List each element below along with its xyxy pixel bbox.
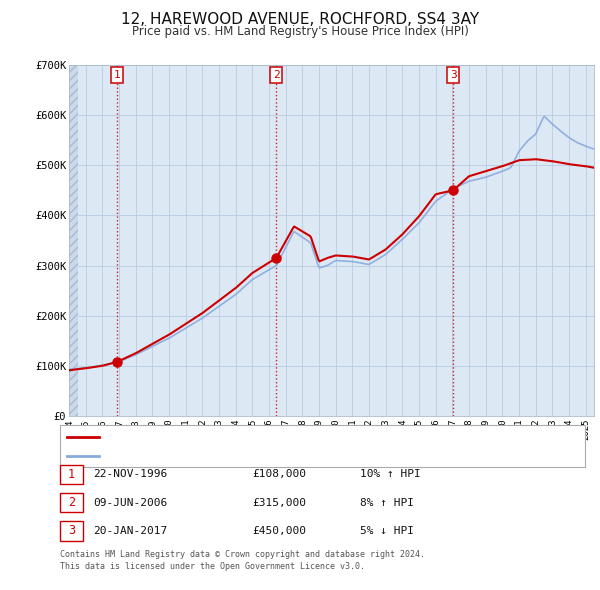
Text: 20-JAN-2017: 20-JAN-2017 bbox=[93, 526, 167, 536]
Text: Price paid vs. HM Land Registry's House Price Index (HPI): Price paid vs. HM Land Registry's House … bbox=[131, 25, 469, 38]
Text: 12, HAREWOOD AVENUE, ROCHFORD, SS4 3AY: 12, HAREWOOD AVENUE, ROCHFORD, SS4 3AY bbox=[121, 12, 479, 27]
Text: 1: 1 bbox=[68, 468, 75, 481]
Text: 12, HAREWOOD AVENUE, ROCHFORD, SS4 3AY (detached house): 12, HAREWOOD AVENUE, ROCHFORD, SS4 3AY (… bbox=[105, 432, 428, 442]
Text: 10% ↑ HPI: 10% ↑ HPI bbox=[360, 470, 421, 479]
Text: 09-JUN-2006: 09-JUN-2006 bbox=[93, 498, 167, 507]
Text: 2: 2 bbox=[68, 496, 75, 509]
Bar bbox=[69, 65, 78, 416]
Text: £108,000: £108,000 bbox=[252, 470, 306, 479]
Text: This data is licensed under the Open Government Licence v3.0.: This data is licensed under the Open Gov… bbox=[60, 562, 365, 571]
Text: £315,000: £315,000 bbox=[252, 498, 306, 507]
Text: 22-NOV-1996: 22-NOV-1996 bbox=[93, 470, 167, 479]
Text: 3: 3 bbox=[450, 70, 457, 80]
Text: 1: 1 bbox=[114, 70, 121, 80]
Text: £450,000: £450,000 bbox=[252, 526, 306, 536]
Text: 2: 2 bbox=[273, 70, 280, 80]
Text: HPI: Average price, detached house, Rochford: HPI: Average price, detached house, Roch… bbox=[105, 451, 364, 461]
Text: 5% ↓ HPI: 5% ↓ HPI bbox=[360, 526, 414, 536]
Text: Contains HM Land Registry data © Crown copyright and database right 2024.: Contains HM Land Registry data © Crown c… bbox=[60, 550, 425, 559]
Text: 8% ↑ HPI: 8% ↑ HPI bbox=[360, 498, 414, 507]
Text: 3: 3 bbox=[68, 525, 75, 537]
